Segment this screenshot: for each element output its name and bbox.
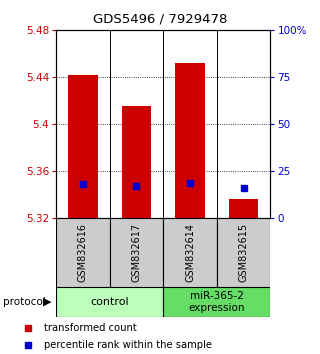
Text: percentile rank within the sample: percentile rank within the sample — [44, 340, 212, 350]
Text: GDS5496 / 7929478: GDS5496 / 7929478 — [93, 12, 227, 25]
Bar — [109, 218, 163, 287]
Bar — [163, 287, 270, 317]
Bar — [56, 218, 109, 287]
Text: control: control — [90, 297, 129, 307]
Text: GSM832614: GSM832614 — [185, 223, 195, 282]
Bar — [163, 218, 217, 287]
Bar — [229, 199, 258, 218]
Text: ▶: ▶ — [43, 297, 52, 307]
Bar — [175, 63, 205, 218]
Bar — [68, 75, 98, 218]
Bar — [122, 106, 151, 218]
Text: GSM832615: GSM832615 — [239, 223, 249, 282]
Bar — [56, 287, 163, 317]
Text: protocol: protocol — [3, 297, 46, 307]
Text: transformed count: transformed count — [44, 323, 137, 333]
Text: GSM832616: GSM832616 — [78, 223, 88, 282]
Bar — [217, 218, 270, 287]
Text: GSM832617: GSM832617 — [132, 223, 141, 282]
Text: miR-365-2
expression: miR-365-2 expression — [188, 291, 245, 313]
